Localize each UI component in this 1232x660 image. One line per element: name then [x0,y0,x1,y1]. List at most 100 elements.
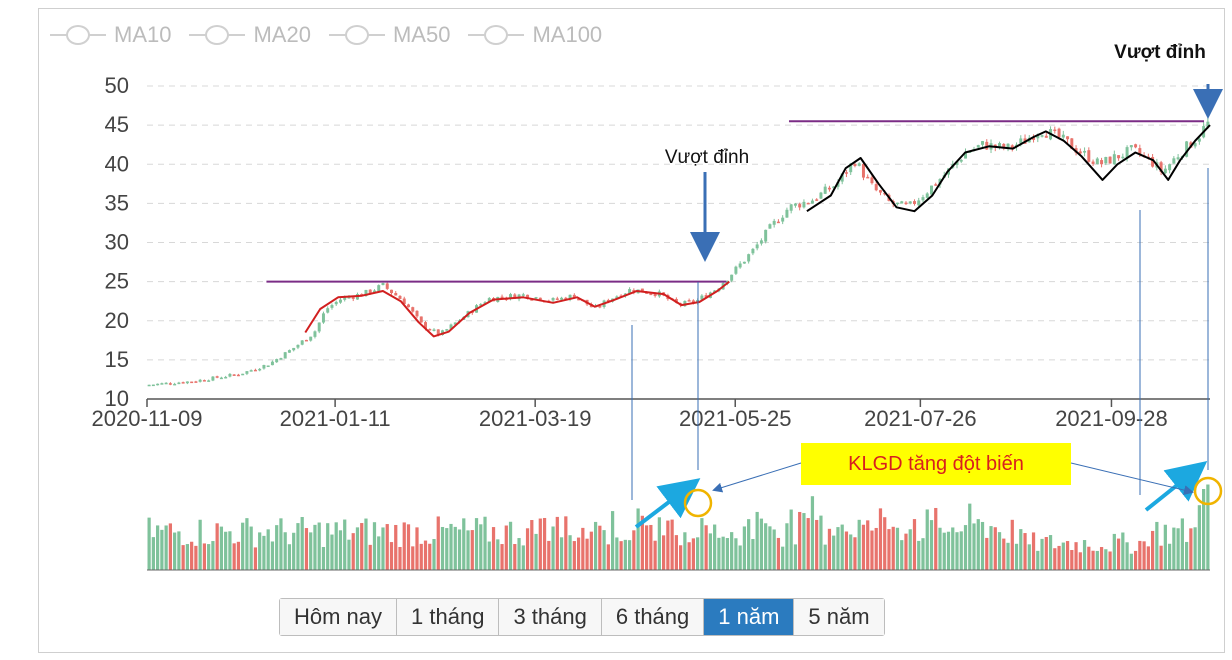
candle [232,374,236,376]
candle [904,202,908,205]
volume-bar [819,515,823,570]
volume-bar [330,534,334,570]
candle [270,361,274,366]
volume-bar [1036,550,1040,570]
volume-bar [768,526,772,570]
range-button-6-months[interactable]: 6 tháng [601,599,705,635]
volume-bar [1189,528,1193,570]
volume-bar [1002,538,1006,570]
candle [530,299,534,301]
candle [338,299,342,303]
range-button-1-month[interactable]: 1 tháng [397,599,500,635]
volume-bar [313,524,317,570]
candle [538,297,542,301]
candle [921,197,925,201]
volume-bar [483,516,487,570]
volume-bar [530,520,534,570]
range-button-3-months[interactable]: 3 tháng [499,599,602,635]
volume-bar [806,518,810,570]
volume-bar [398,546,402,570]
candle [1129,145,1133,148]
volume-bar [304,528,309,570]
volume-bar [1138,540,1142,570]
legend-item-ma50[interactable]: MA50 [328,22,450,48]
volume-bar [572,541,576,570]
candle [479,304,483,306]
candle [198,379,202,382]
volume-bar [479,524,483,570]
candle [742,261,746,264]
candle [300,340,304,345]
volume-bar [849,534,853,570]
range-button-5-years[interactable]: 5 năm [794,599,884,635]
volume-bar [1184,541,1189,570]
volume-bar [1176,528,1180,570]
candle [398,295,402,299]
volume-bar [704,525,708,570]
volume-bar [674,535,678,570]
volume-bar [696,537,700,570]
candle [1176,157,1180,160]
volume-bar [500,544,504,570]
candle [258,368,262,371]
candle [228,373,232,377]
candle [1040,135,1044,137]
candle [755,244,759,249]
legend-item-ma100[interactable]: MA100 [468,22,602,48]
peak-label: Vượt đỉnh [665,147,749,168]
volume-bar [428,543,432,570]
volume-bar [1074,542,1078,570]
volume-bar [929,520,934,570]
legend-item-ma20[interactable]: MA20 [189,22,311,48]
candle [1032,137,1036,140]
candle [572,294,576,299]
candle [1197,138,1201,142]
volume-bar [534,533,538,570]
candle [215,376,219,378]
volume-bar [1112,533,1116,570]
volume-bar [832,535,836,570]
callout-pointer-icon [1070,462,1194,495]
candle [321,313,325,323]
legend-line-icon [50,25,106,45]
volume-bar [538,518,542,570]
candle [912,201,916,205]
candle [304,339,308,342]
volume-bar [985,537,989,570]
volume-bar [980,521,985,570]
volume-bar [1133,550,1138,570]
volume-bar [632,530,636,570]
volume-bar [228,531,232,570]
volume-bar [177,531,181,570]
candle [262,365,266,369]
candle [1117,155,1121,159]
volume-bar [1061,542,1065,570]
candle [521,294,525,296]
candle [351,297,355,299]
x-tick-label: 2021-07-26 [864,406,977,431]
volume-bar [610,511,615,570]
volume-bar [1027,544,1031,570]
volume-callout: KLGD tăng đột biến [801,443,1071,485]
volume-bar [598,525,602,570]
volume-bar [653,540,657,570]
candle [730,274,734,281]
volume-bar [997,532,1002,570]
volume-bar [955,532,959,570]
candle [776,221,780,224]
range-button-1-year[interactable]: 1 năm [704,599,795,635]
candle [1087,150,1091,162]
candle [1036,134,1040,139]
candle [296,344,300,348]
legend-item-ma10[interactable]: MA10 [50,22,171,48]
range-button-today[interactable]: Hôm nay [280,599,398,635]
volume-bar [921,538,925,570]
volume-bar [411,546,415,570]
volume-bar [1104,549,1108,570]
volume-bar [270,541,275,570]
volume-bar [951,527,955,570]
candle [1163,168,1167,174]
volume-bar [360,523,364,570]
candle [156,383,160,386]
candle [279,358,283,360]
